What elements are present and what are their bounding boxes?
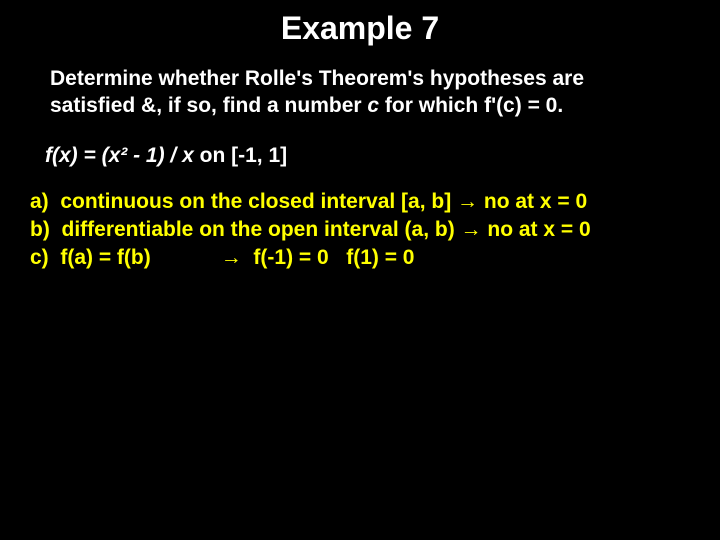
problem-prompt: Determine whether Rolle's Theorem's hypo… [0,47,720,120]
equation-interval: [-1, 1] [231,144,287,167]
arrow-icon: → [457,190,478,213]
prompt-line-1: Determine whether Rolle's Theorem's hypo… [50,67,584,90]
arrow-icon: → [461,218,482,241]
equation-on: on [194,144,231,167]
answer-b-result: no at x = 0 [482,218,591,241]
answer-c-result: f(-1) = 0 f(1) = 0 [242,246,415,269]
prompt-variable-c: c [367,94,379,117]
prompt-line-2b: for which f'(c) = 0. [379,94,563,117]
slide-title: Example 7 [0,0,720,47]
function-equation: f(x) = (x² - 1) / x on [-1, 1] [0,120,720,168]
equation-lhs: f(x) = (x² - 1) / x [45,144,194,167]
answer-a-result: no at x = 0 [478,190,587,213]
answer-a-label: a) [30,190,60,213]
answer-a-text: continuous on the closed interval [a, b] [60,190,457,213]
prompt-line-2a: satisfied &, if so, find a number [50,94,367,117]
answer-c-label: c) [30,246,60,269]
answer-list: a) continuous on the closed interval [a,… [0,168,720,273]
answer-b-label: b) [30,218,62,241]
answer-b-text: differentiable on the open interval (a, … [62,218,461,241]
arrow-icon: → [221,246,242,269]
answer-c-text: f(a) = f(b) [60,246,220,269]
answer-b: b) differentiable on the open interval (… [30,216,720,244]
answer-a: a) continuous on the closed interval [a,… [30,188,720,216]
answer-c: c) f(a) = f(b) → f(-1) = 0 f(1) = 0 [30,244,720,272]
